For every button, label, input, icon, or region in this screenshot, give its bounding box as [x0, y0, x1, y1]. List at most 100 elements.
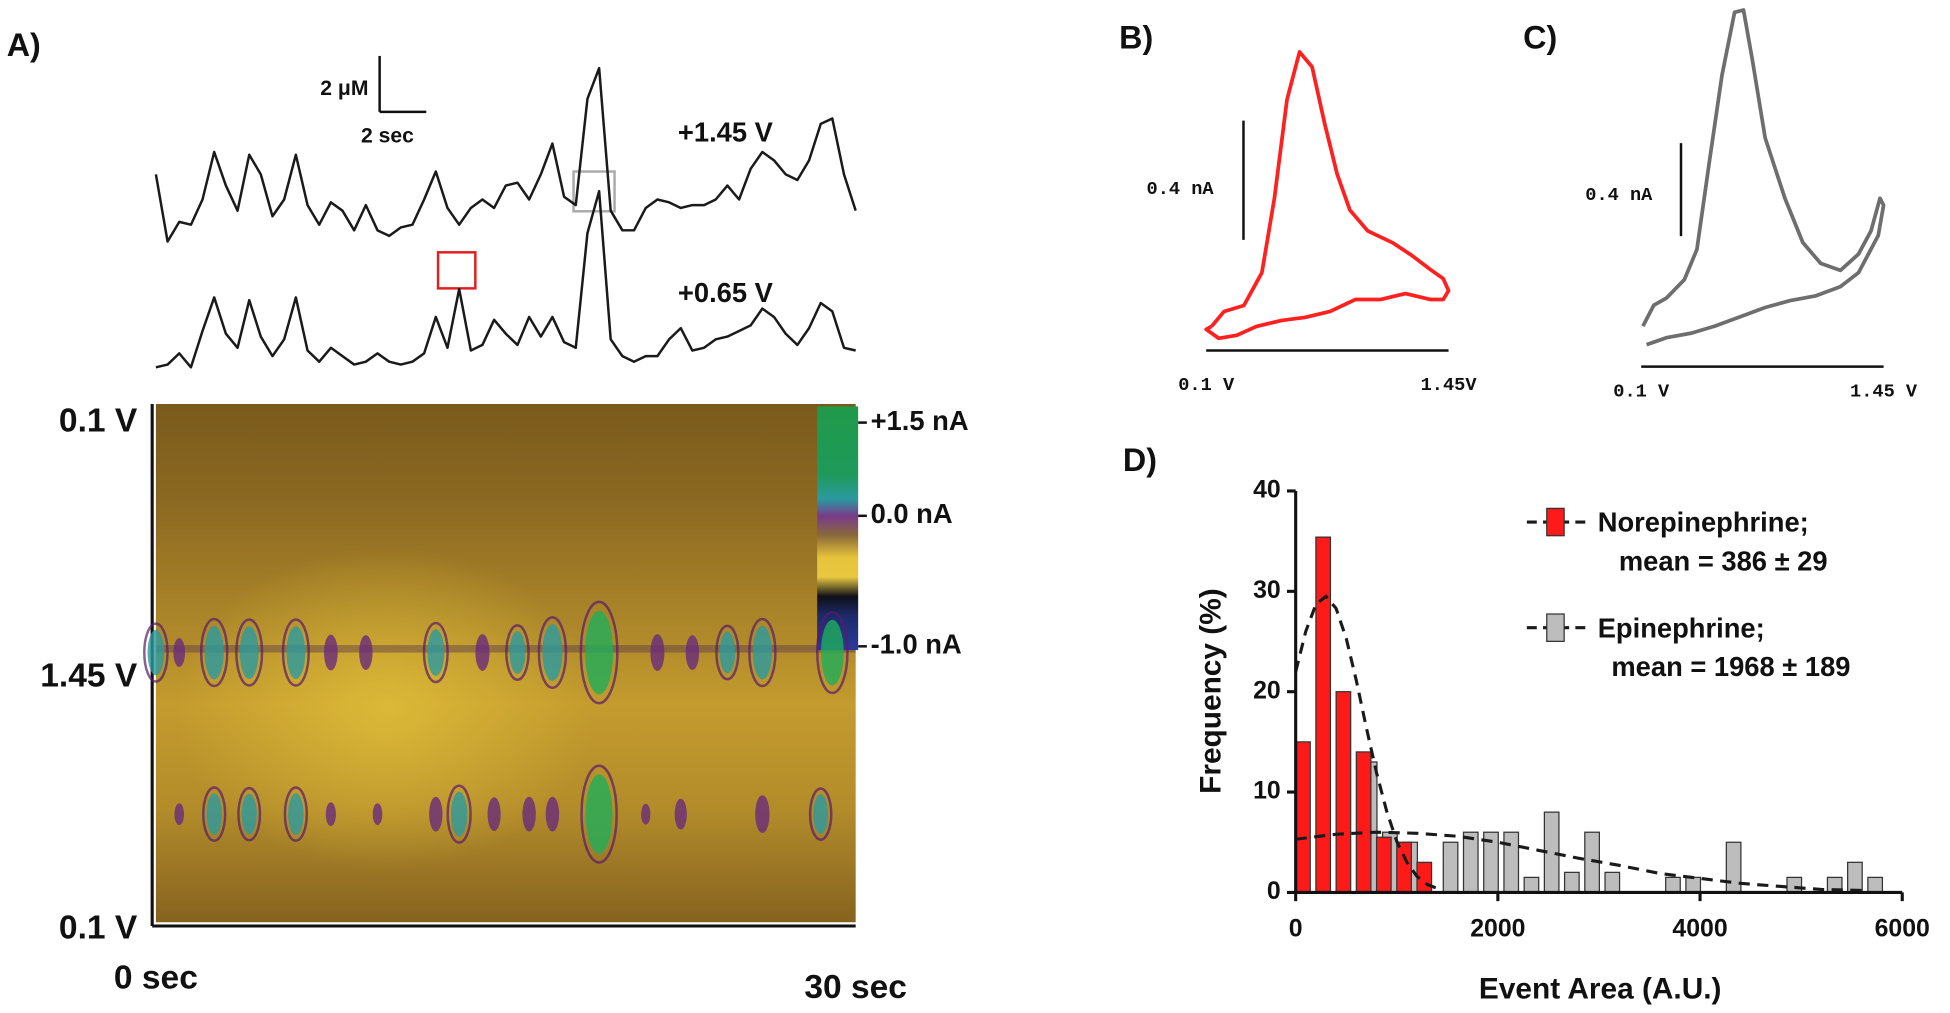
x-tick-label: 2000	[1470, 915, 1525, 942]
trace-line	[155, 189, 856, 369]
heatmap-spot	[325, 802, 336, 827]
hist-bar	[1523, 876, 1540, 894]
heatmap-spot	[174, 803, 184, 826]
heatmap-spot	[288, 793, 304, 836]
highlight-box	[436, 251, 477, 290]
colorbar-label: -1.0 nA	[871, 629, 962, 660]
panel-label: A)	[7, 27, 41, 63]
hist-bar	[1315, 536, 1332, 894]
heatmap-spot-rim	[505, 624, 530, 681]
heatmap-spot	[522, 796, 536, 832]
heatmap-glow	[174, 546, 598, 871]
hist-bar	[1685, 876, 1702, 894]
legend-label: Norepinephrine;	[1598, 507, 1809, 538]
x-tick-label: 0.1 V	[1613, 380, 1670, 402]
trace-label: +1.45 V	[678, 116, 774, 147]
x-tick-label: 6000	[1875, 915, 1930, 942]
panel-label: B)	[1119, 19, 1153, 55]
heatmap-spot	[475, 634, 490, 671]
heatmap-spot	[427, 629, 445, 676]
heatmap-spot	[450, 791, 468, 837]
x-tick-label: 4000	[1672, 915, 1727, 942]
hist-bar	[1396, 841, 1412, 894]
x-tick-label: 0	[1289, 915, 1303, 942]
heatmap-spot	[755, 795, 770, 834]
y-tick-label: 0	[1267, 878, 1281, 905]
y-tick-label: 0.1 V	[59, 910, 138, 947]
y-tick-label: 1.45 V	[40, 657, 138, 694]
heatmap-spot	[173, 638, 186, 667]
hist-bar	[1503, 831, 1520, 894]
heatmap-spot	[674, 798, 687, 830]
hist-bar	[1375, 836, 1392, 894]
heatmap-spot	[685, 635, 700, 670]
heatmap-spot	[719, 631, 736, 674]
heatmap	[155, 403, 859, 923]
colorbar-label: +1.5 nA	[871, 405, 969, 436]
heatmap-spot	[821, 619, 844, 686]
y-axis-title: Frequency (%)	[1194, 588, 1227, 794]
heatmap-spot	[650, 634, 665, 671]
legend-detail: mean = 1968 ± 189	[1611, 651, 1850, 682]
heatmap-spot	[542, 624, 563, 681]
heatmap-spot-rim	[199, 617, 229, 688]
x-tick-label: 1.45V	[1421, 374, 1478, 396]
scale-label: 2 μM	[320, 77, 368, 100]
hist-bar	[1867, 876, 1884, 894]
heatmap-spot	[241, 793, 257, 835]
heatmap-spot	[359, 635, 373, 670]
colorbar	[817, 406, 859, 651]
heatmap-spot-rim	[143, 622, 169, 683]
hist-bar	[1355, 751, 1372, 894]
legend-swatch	[1546, 613, 1565, 642]
hist-bar	[1335, 691, 1352, 894]
heatmap-spot-rim	[281, 618, 310, 687]
legend-detail: mean = 386 ± 29	[1619, 545, 1828, 576]
heatmap-spot-rim	[715, 624, 740, 681]
scale-label: 0.4 nA	[1585, 184, 1653, 206]
heatmap-spot-rim	[202, 786, 227, 842]
hist-bar	[1604, 871, 1621, 894]
heatmap-spot	[239, 626, 259, 679]
hist-bar	[1786, 876, 1803, 894]
hist-bar	[1295, 741, 1311, 894]
heatmap-spot	[752, 625, 772, 680]
heatmap-spot	[545, 796, 560, 832]
heatmap-spot-rim	[283, 786, 309, 842]
heatmap-spot-rim	[816, 610, 849, 695]
x-tick-label: 0.1 V	[1178, 374, 1235, 396]
trace-label: +0.65 V	[678, 277, 774, 308]
trace-line	[154, 66, 857, 243]
heatmap-spot	[487, 797, 501, 832]
heatmap-spot	[147, 629, 165, 676]
heatmap-spot-rim	[446, 784, 472, 844]
heatmap-spot-rim	[748, 617, 777, 688]
x-axis-title: Event Area (A.U.)	[1479, 973, 1722, 1006]
heatmap-spot	[286, 626, 306, 679]
hist-bar	[1665, 876, 1681, 894]
heatmap-spot	[429, 796, 443, 832]
colorbar-label: 0.0 nA	[871, 498, 953, 529]
heatmap-spot-rim	[237, 786, 262, 842]
legend-swatch	[1546, 507, 1565, 537]
x-tick-label: 0 sec	[114, 959, 198, 996]
hist-bar	[1725, 841, 1742, 894]
heatmap-spot	[641, 803, 651, 825]
heatmap-spot-rim	[580, 764, 618, 864]
hist-bar	[1563, 871, 1580, 894]
fit-curve	[1295, 830, 1862, 892]
hist-bar	[1462, 831, 1479, 894]
heatmap-spot	[813, 794, 829, 835]
hist-bar	[1442, 841, 1459, 894]
panel-label: D)	[1123, 442, 1157, 478]
heatmap-spot-rim	[422, 621, 449, 684]
heatmap-spot-rim	[235, 618, 264, 687]
panel-label: C)	[1523, 19, 1557, 55]
scale-label: 0.4 nA	[1147, 178, 1215, 200]
x-tick-label: 30 sec	[804, 969, 907, 1006]
heatmap-spot	[206, 793, 222, 836]
heatmap-spot-rim	[579, 600, 619, 705]
heatmap-spot	[204, 625, 224, 680]
